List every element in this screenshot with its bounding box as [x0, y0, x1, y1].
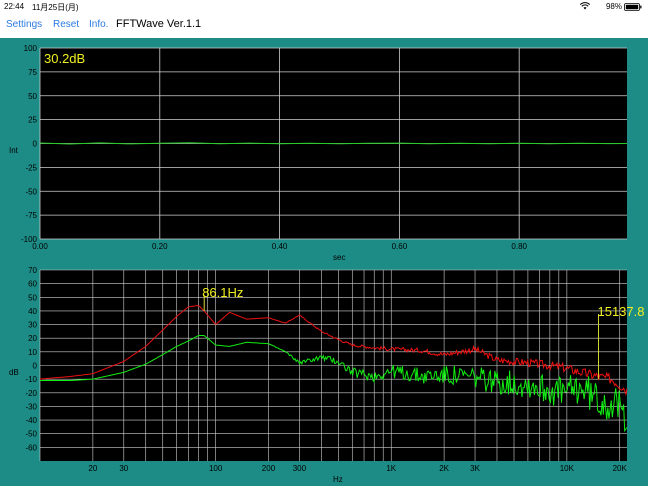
status-date: 11月25日(月): [32, 3, 79, 12]
waveform-y-tick-label: -50: [25, 187, 37, 196]
waveform-x-tick-label: 0.40: [272, 242, 288, 251]
main-area: 100 75 50 25 0 -25 -50 -75 -100 0.00 0.20 0.40 0.60…: [0, 38, 648, 486]
spectrum-x-tick-label: 1K: [386, 464, 396, 473]
spectrum-x-tick-label: 10K: [560, 464, 575, 473]
spectrum-y-tick-label: 40: [28, 307, 37, 316]
spectrum-y-tick-label: 70: [28, 266, 37, 275]
status-time: 22:44: [4, 2, 25, 11]
waveform-y-tick-label: -100: [21, 235, 38, 244]
waveform-x-ticks: 0.00 0.20 0.40 0.60 0.80: [32, 242, 527, 251]
nav-bar: Settings Reset Info. FFTWave Ver.1.1: [0, 14, 648, 38]
waveform-x-tick-label: 0.60: [392, 242, 408, 251]
spectrum-x-tick-label: 2K: [439, 464, 449, 473]
status-bar: 22:44 11月25日(月) 98%: [0, 0, 648, 14]
waveform-chart[interactable]: 100 75 50 25 0 -25 -50 -75 -100 0.00 0.20 0.40 0.60…: [9, 44, 628, 262]
spectrum-y-tick-label: 30: [28, 321, 37, 330]
spectrum-series-green: [40, 335, 628, 433]
spectrum-y-tick-label: 60: [28, 280, 37, 289]
waveform-x-axis-label: sec: [333, 253, 345, 262]
level-readout: 30.2dB: [44, 51, 85, 66]
app-title: FFTWave Ver.1.1: [116, 18, 202, 30]
spectrum-y-tick-label: 10: [28, 348, 37, 357]
waveform-series-line: [39, 142, 628, 145]
spectrum-x-tick-label: 100: [209, 464, 223, 473]
spectrum-y-axis-label: dB: [9, 368, 19, 377]
spectrum-y-tick-label: -50: [25, 430, 37, 439]
battery-percent: 98%: [605, 2, 622, 11]
peak-frequency-label: 86.1Hz: [202, 285, 243, 300]
spectrum-y-tick-label: -30: [25, 402, 37, 411]
waveform-y-tick-label: 100: [24, 44, 38, 53]
waveform-x-tick-label: 0.00: [32, 242, 48, 251]
spectrum-y-tick-label: -20: [25, 389, 37, 398]
waveform-y-tick-label: -75: [25, 211, 37, 220]
spectrum-y-tick-label: 20: [28, 334, 37, 343]
waveform-y-tick-label: 0: [33, 140, 38, 149]
waveform-y-tick-label: 50: [28, 92, 37, 101]
spectrum-x-tick-label: 30: [119, 464, 128, 473]
waveform-y-tick-label: -25: [25, 163, 37, 172]
spectrum-x-tick-label: 3K: [470, 464, 480, 473]
reset-button[interactable]: Reset: [53, 19, 80, 30]
spectrum-x-tick-label: 20K: [613, 464, 628, 473]
waveform-y-ticks: 100 75 50 25 0 -25 -50 -75 -100: [21, 44, 38, 244]
waveform-x-tick-label: 0.80: [511, 242, 527, 251]
spectrum-y-tick-label: 0: [33, 362, 38, 371]
spectrum-series-red: [39, 304, 628, 397]
info-button[interactable]: Info.: [89, 19, 109, 30]
spectrum-y-ticks: 70 60 50 40 30 20 10 0 -10 -20 -30 -40 -50 -60: [25, 266, 37, 452]
peak2-frequency-label: 15137.8: [597, 304, 644, 319]
waveform-x-tick-label: 0.20: [152, 242, 168, 251]
spectrum-x-tick-label: 300: [293, 464, 307, 473]
spectrum-y-tick-label: -60: [25, 443, 37, 452]
waveform-y-axis-label: Int: [9, 146, 19, 155]
battery-icon: [624, 3, 642, 11]
wifi-icon: [580, 2, 590, 10]
spectrum-y-tick-label: 50: [28, 293, 37, 302]
spectrum-y-tick-label: -40: [25, 416, 37, 425]
settings-button[interactable]: Settings: [6, 19, 43, 30]
spectrum-y-tick-label: -10: [25, 375, 37, 384]
spectrum-x-tick-label: 200: [262, 464, 276, 473]
spectrum-x-axis-label: Hz: [333, 475, 343, 484]
spectrum-x-tick-label: 20: [88, 464, 97, 473]
waveform-y-tick-label: 25: [28, 116, 37, 125]
waveform-y-tick-label: 75: [28, 68, 37, 77]
spectrum-x-ticks: 20 30 100 200 300 1K 2K 3K 10K 20K: [88, 464, 627, 473]
